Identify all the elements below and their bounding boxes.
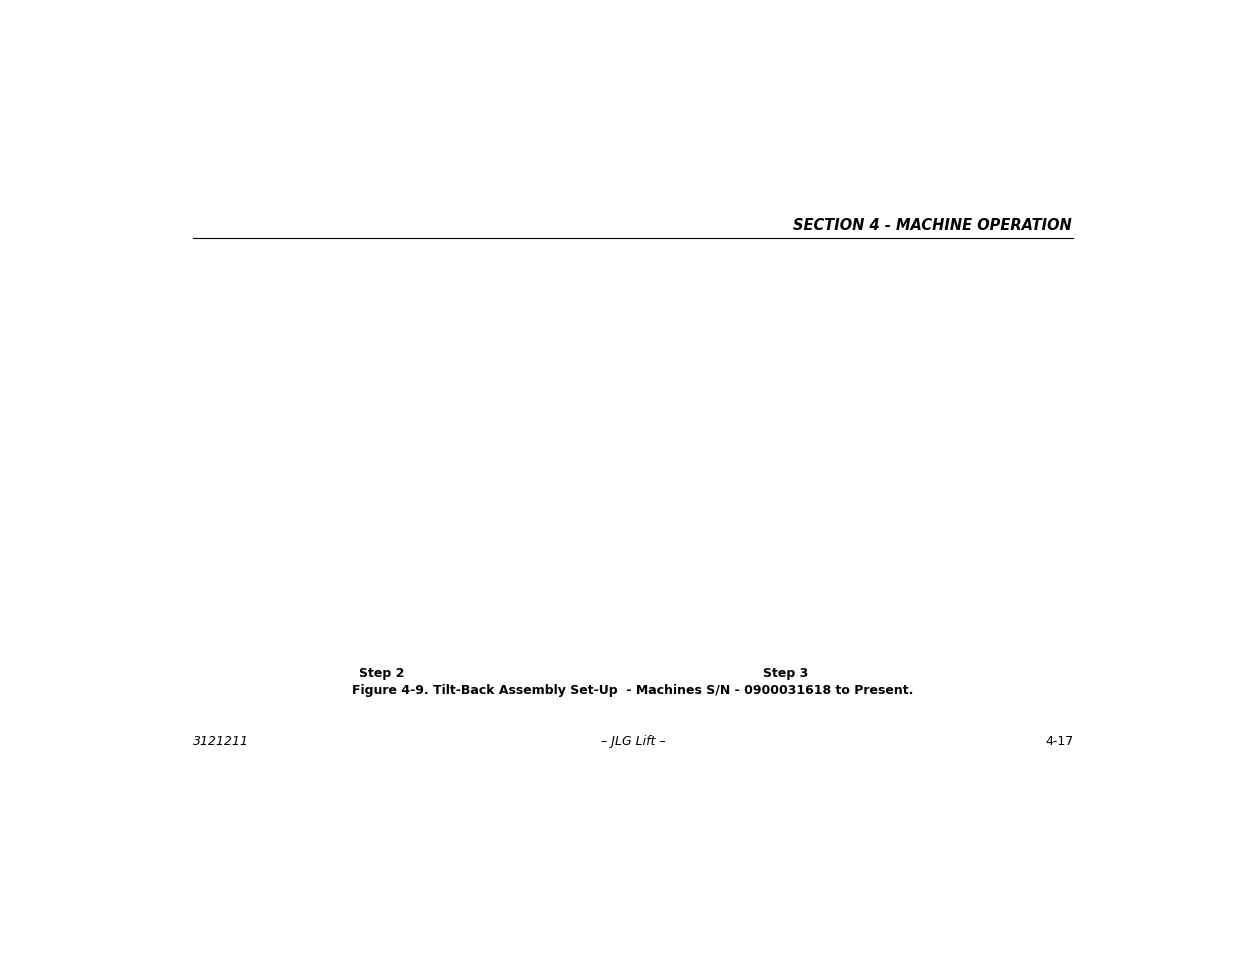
Bar [274,243,667,661]
Text: Figure 4-9. Tilt-Back Assembly Set-Up  - Machines S/N - 0900031618 to Present.: Figure 4-9. Tilt-Back Assembly Set-Up - … [352,683,914,696]
Text: 3121211: 3121211 [193,735,248,747]
Bar [676,243,1073,661]
Text: Step 3: Step 3 [763,666,809,679]
Text: – JLG Lift –: – JLG Lift – [600,735,666,747]
Text: 4-17: 4-17 [1045,735,1073,747]
Text: Step 2: Step 2 [359,666,405,679]
Text: SECTION 4 - MACHINE OPERATION: SECTION 4 - MACHINE OPERATION [793,218,1071,233]
